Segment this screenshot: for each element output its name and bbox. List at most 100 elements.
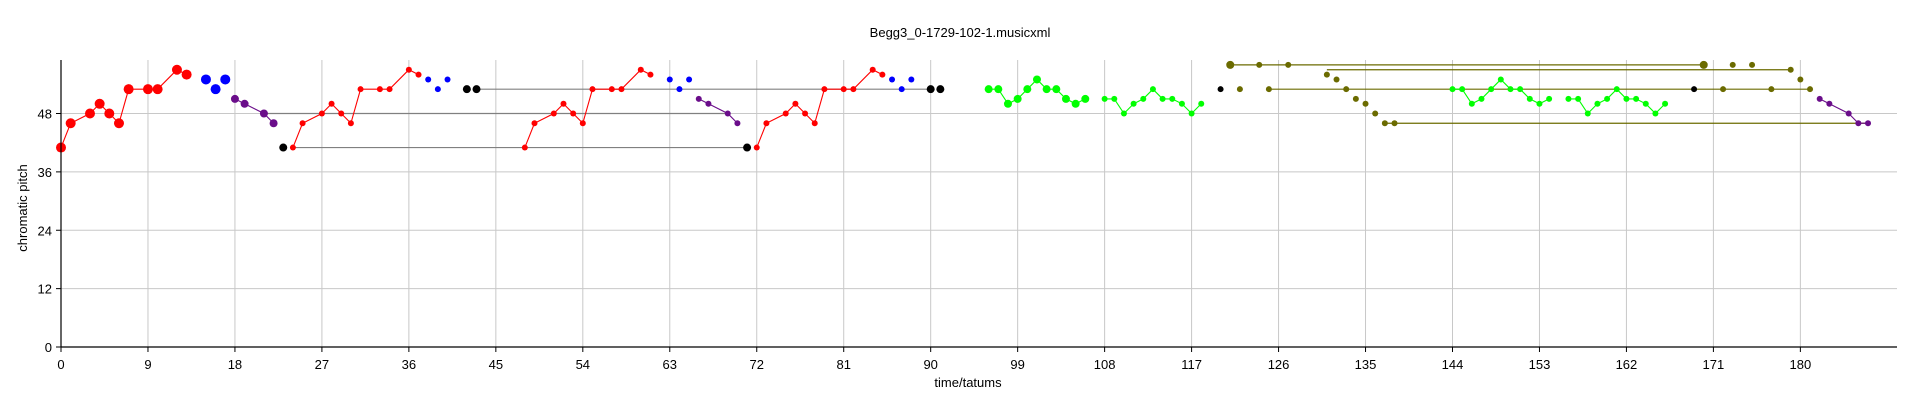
note-point	[220, 74, 231, 85]
note-point	[357, 86, 364, 93]
note-point	[753, 144, 760, 151]
series-line	[1452, 78, 1550, 105]
note-point	[1816, 95, 1823, 102]
note-point	[1381, 120, 1388, 127]
x-axis-label: time/tatums	[934, 375, 1002, 390]
note-point	[1623, 95, 1630, 102]
note-point	[637, 66, 644, 73]
note-point	[1323, 71, 1330, 78]
note-point	[425, 76, 432, 83]
note-point	[734, 120, 741, 127]
series-green	[1565, 86, 1669, 117]
note-point	[1130, 100, 1137, 107]
note-point	[926, 85, 935, 94]
note-point	[269, 119, 278, 128]
note-point	[802, 110, 809, 117]
note-point	[347, 120, 354, 127]
note-point	[1584, 110, 1591, 117]
x-tick-label: 90	[923, 357, 937, 372]
note-point	[1488, 86, 1495, 93]
note-point	[415, 71, 422, 78]
note-point	[1023, 85, 1032, 94]
note-point	[1052, 85, 1061, 94]
series-line	[234, 98, 274, 124]
note-point	[405, 66, 412, 73]
note-point	[1865, 120, 1872, 127]
x-ticks: 0 9 18 27 36 45 54 63 72 81 90 99 108 117 126 135 144 153…	[57, 347, 1811, 372]
note-point	[299, 120, 306, 127]
note-point	[444, 76, 451, 83]
note-point	[181, 69, 192, 80]
series-red	[56, 64, 192, 153]
series-red	[753, 66, 886, 151]
x-tick-label: 45	[489, 357, 503, 372]
note-point	[647, 71, 654, 78]
note-point	[1507, 86, 1514, 93]
note-point	[1256, 61, 1263, 68]
note-point	[1565, 95, 1572, 102]
series-line	[1568, 88, 1666, 115]
note-point	[1613, 86, 1620, 93]
note-point	[200, 74, 211, 85]
series-purple	[230, 94, 278, 128]
note-point	[1691, 86, 1698, 93]
note-point	[1159, 95, 1166, 102]
note-point	[1111, 95, 1118, 102]
x-tick-label: 135	[1355, 357, 1377, 372]
series-green	[1101, 86, 1205, 117]
note-point	[1071, 99, 1080, 108]
note-point	[210, 84, 221, 95]
x-tick-label: 9	[144, 357, 151, 372]
note-point	[1061, 94, 1070, 103]
x-tick-label: 99	[1010, 357, 1024, 372]
grid	[60, 60, 1897, 348]
note-point	[1604, 95, 1611, 102]
x-tick-label: 72	[750, 357, 764, 372]
note-point	[240, 99, 249, 108]
axes	[60, 60, 1897, 348]
note-point	[1845, 110, 1852, 117]
note-point	[1546, 95, 1553, 102]
note-point	[434, 86, 441, 93]
x-tick-label: 180	[1790, 357, 1812, 372]
note-point	[259, 109, 268, 118]
x-tick-label: 153	[1529, 357, 1551, 372]
note-point	[279, 143, 288, 152]
series-olive	[1226, 60, 1398, 127]
series-line	[698, 98, 738, 124]
chart-title: Begg3_0-1729-102-1.musicxml	[870, 25, 1051, 40]
note-series	[56, 60, 1872, 153]
y-axis-label: chromatic pitch	[15, 164, 30, 251]
note-point	[531, 120, 538, 127]
x-tick-label: 36	[402, 357, 416, 372]
note-point	[65, 118, 76, 129]
note-point	[1517, 86, 1524, 93]
series-blue	[889, 76, 915, 93]
x-tick-label: 63	[663, 357, 677, 372]
note-point	[1699, 60, 1708, 69]
note-point	[230, 94, 239, 103]
note-point	[1594, 100, 1601, 107]
series-line	[60, 69, 187, 148]
note-point	[676, 86, 683, 93]
note-point	[994, 85, 1003, 94]
x-tick-label: 54	[576, 357, 590, 372]
note-point	[1826, 100, 1833, 107]
note-point	[1362, 100, 1369, 107]
note-point	[608, 86, 615, 93]
note-point	[821, 86, 828, 93]
note-point	[840, 86, 847, 93]
x-tick-label: 117	[1181, 357, 1202, 372]
y-tick-label: 48	[38, 107, 52, 122]
note-point	[1749, 61, 1756, 68]
note-point	[984, 85, 993, 94]
series-purple	[1816, 95, 1872, 127]
note-point	[869, 66, 876, 73]
note-point	[1217, 86, 1224, 93]
note-point	[338, 110, 345, 117]
note-point	[1633, 95, 1640, 102]
note-point	[1575, 95, 1582, 102]
note-point	[1042, 85, 1051, 94]
series-black	[1691, 86, 1698, 93]
